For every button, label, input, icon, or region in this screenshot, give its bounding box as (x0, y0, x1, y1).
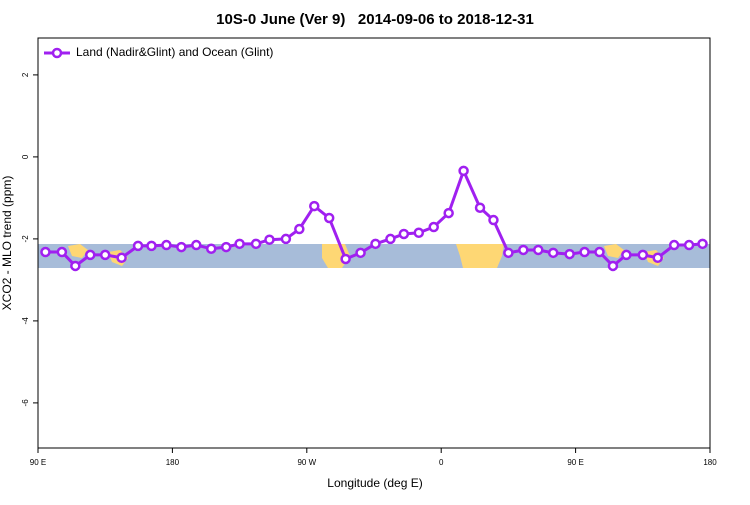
data-point (398, 228, 410, 240)
data-point (116, 252, 127, 264)
data-point (99, 249, 111, 261)
y-axis-label: XCO2 - MLO trend (ppm) (0, 176, 14, 311)
data-point (637, 249, 649, 261)
x-tick-label: 90 W (297, 458, 316, 467)
data-point (621, 249, 632, 261)
data-point (220, 241, 232, 253)
data-point (294, 223, 305, 235)
data-point (579, 246, 590, 258)
data-point (205, 243, 217, 254)
data-point (443, 207, 454, 219)
data-point (323, 212, 335, 224)
data-point (56, 246, 68, 258)
data-point (370, 238, 381, 250)
data-point (85, 249, 96, 261)
data-point (458, 165, 469, 177)
legend-marker (51, 47, 63, 59)
data-point (191, 239, 202, 251)
y-tick-label: 2 (21, 72, 30, 77)
data-point (428, 221, 439, 233)
data-point (683, 239, 695, 251)
data-point (250, 238, 262, 250)
data-point (355, 247, 366, 259)
data-point (547, 247, 559, 259)
y-tick-label: -6 (21, 399, 30, 407)
data-point (161, 239, 172, 251)
data-point (518, 244, 529, 256)
data-point (309, 200, 320, 212)
y-tick-label: 0 (21, 154, 30, 159)
y-tick-label: -4 (21, 317, 30, 325)
x-tick-label: 90 E (30, 458, 46, 467)
x-tick-label: 180 (166, 458, 180, 467)
data-point (176, 241, 187, 253)
data-point (503, 247, 514, 259)
data-point (280, 233, 292, 245)
legend: Land (Nadir&Glint) and Ocean (Glint) (44, 45, 273, 59)
data-point (697, 238, 708, 250)
data-point (607, 260, 619, 272)
data-point (413, 227, 425, 238)
plot-frame (37, 37, 711, 449)
data-point (474, 202, 486, 213)
data-point (40, 246, 51, 258)
x-tick-label: 0 (439, 458, 444, 467)
x-axis-label: Longitude (deg E) (327, 476, 422, 490)
y-tick-label: -2 (21, 235, 30, 243)
data-point (264, 234, 275, 245)
x-tick-label: 90 E (567, 458, 583, 467)
data-point (533, 244, 544, 256)
x-tick-label: 180 (703, 458, 717, 467)
data-point (385, 233, 396, 245)
data-point (132, 240, 144, 252)
legend-label: Land (Nadir&Glint) and Ocean (Glint) (76, 45, 273, 59)
data-point (564, 248, 575, 260)
data-point (652, 252, 663, 264)
data-point (146, 240, 157, 252)
data-point (488, 214, 499, 226)
data-point (70, 260, 81, 272)
data-point (668, 239, 680, 251)
data-point (234, 238, 245, 250)
data-point (594, 246, 605, 258)
chart-title: 10S-0 June (Ver 9) 2014-09-06 to 2018-12… (216, 11, 534, 28)
data-point (340, 253, 351, 265)
